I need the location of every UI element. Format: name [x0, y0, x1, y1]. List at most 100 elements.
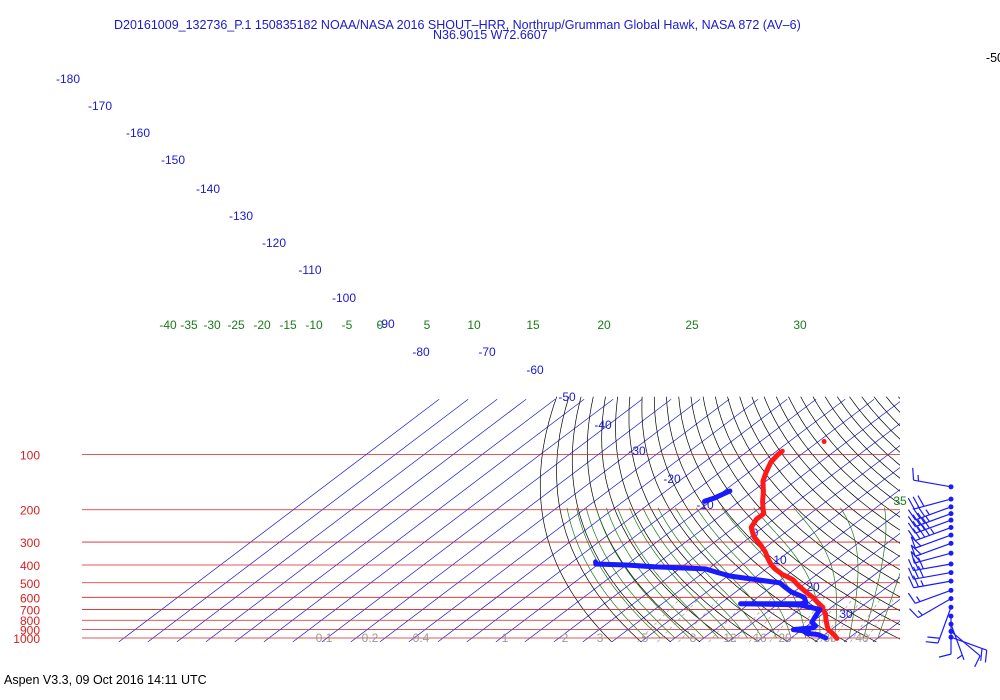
wind-barb	[948, 628, 981, 668]
dry-adiabat-line	[824, 396, 900, 479]
dry-adiabat-line	[861, 396, 900, 440]
wind-barb-half-flag	[925, 509, 930, 516]
wind-barb-full-flag	[909, 608, 919, 619]
isotherm-line	[843, 598, 900, 643]
isotherm-label: -120	[262, 236, 286, 250]
wind-barb-half-flag	[920, 580, 924, 587]
wind-barb-staff	[913, 479, 952, 488]
moist-adiabat-label: 10	[467, 318, 481, 332]
isotherm-label: -30	[628, 444, 646, 458]
mixing-ratio-label: 0.1	[316, 631, 333, 645]
moist-adiabat-label: -5	[342, 318, 353, 332]
dry-adiabat-line	[947, 397, 1000, 642]
wind-barb-full-flag	[917, 495, 925, 507]
isotherm-label: -80	[412, 345, 430, 359]
isotherm-line	[814, 576, 900, 643]
isotherm-line	[495, 398, 817, 643]
isotherm-label: -90	[377, 317, 395, 331]
wind-barb-full-flag	[907, 509, 916, 521]
isotherm-line	[524, 398, 846, 643]
wind-barb-full-flag	[980, 648, 983, 661]
wind-barb-full-flag	[984, 650, 988, 663]
mixing-ratio-label: 1	[502, 631, 509, 645]
dry-adiabat-line	[996, 397, 1000, 642]
wind-barb-full-flag	[907, 576, 915, 588]
grid-labels: 1002003004005006007008009001000-50-40-30…	[13, 51, 1000, 646]
wind-barb	[910, 532, 954, 549]
pressure-label: 700	[20, 604, 40, 618]
dry-adiabat-line	[556, 396, 642, 643]
mixing-ratio-label: 8	[690, 631, 697, 645]
isotherm-line	[408, 398, 730, 643]
moist-adiabat-label: -15	[279, 318, 297, 332]
wind-barb-full-flag	[917, 526, 926, 538]
isotherm-line	[234, 398, 556, 643]
wind-barb-full-flag	[912, 514, 921, 526]
isotherm-label: -50	[558, 390, 576, 404]
wind-barb-full-flag	[917, 519, 926, 531]
wind-barb	[907, 575, 954, 589]
wind-barb-staff	[917, 598, 952, 619]
dewpoint-trace	[593, 559, 829, 641]
wind-barb-full-flag	[921, 524, 930, 536]
dry-adiabat-line	[788, 396, 900, 518]
pressure-label: 600	[20, 591, 40, 605]
mixing-ratio-line	[657, 597, 701, 643]
mixing-ratio-label: 20	[778, 631, 792, 645]
isotherm-line	[321, 398, 643, 643]
wind-barb-staff	[913, 571, 952, 580]
wind-barb-half-flag	[930, 528, 935, 535]
wind-barb-full-flag	[917, 557, 924, 570]
isotherm-label: -40	[594, 418, 612, 432]
wind-barb-half-flag	[916, 596, 921, 602]
wind-barb-full-flag	[907, 522, 916, 534]
dry-adiabat-line	[751, 396, 900, 557]
dry-adiabat-line	[641, 396, 818, 643]
dry-adiabat-line	[571, 396, 671, 643]
wind-barb-full-flag	[912, 507, 921, 519]
isotherm-label: 10	[773, 553, 787, 567]
moist-adiabat-label: -10	[305, 318, 323, 332]
wind-barb	[925, 604, 954, 644]
isotherm-line	[176, 398, 498, 643]
dry-adiabat-line	[984, 397, 1000, 642]
isotherm-line	[466, 398, 788, 643]
pressure-label: 500	[20, 577, 40, 591]
isotherm-label: -170	[88, 99, 112, 113]
dry-adiabat-line	[702, 396, 900, 612]
mixing-ratio-label: 2	[562, 631, 569, 645]
moist-adiabat-label: -30	[203, 318, 221, 332]
wind-barb	[907, 511, 954, 528]
wind-barb	[907, 565, 954, 580]
mixing-ratio-line	[864, 597, 896, 643]
mixing-ratio-label: 16	[753, 631, 767, 645]
isotherm-label: 20	[806, 580, 820, 594]
dry-adiabat-line	[775, 396, 900, 531]
wind-barb-half-flag	[925, 516, 930, 522]
pressure-label: 300	[20, 536, 40, 550]
wind-barb-staff	[914, 498, 952, 510]
wind-barb-full-flag	[912, 520, 921, 532]
moist-adiabat-label: 30	[793, 318, 807, 332]
wind-barb-full-flag	[912, 496, 920, 508]
sounding-traces	[593, 439, 840, 641]
dry-adiabat-line	[601, 396, 730, 643]
wind-barb	[910, 540, 954, 558]
pressure-label: 1000	[13, 632, 40, 646]
isotherm-line	[379, 398, 701, 643]
wind-barb-full-flag	[938, 653, 952, 658]
mixing-ratio-label: 5	[642, 631, 649, 645]
dry-adiabat-line	[690, 396, 900, 626]
pressure-label: 100	[20, 449, 40, 463]
dry-adiabat-line	[935, 397, 1000, 642]
pressure-label: 800	[20, 614, 40, 628]
wind-barb-staff	[950, 630, 981, 657]
wind-barb-staff	[950, 623, 965, 661]
wind-barb-half-flag	[956, 654, 963, 660]
moist-adiabat-label: 0	[377, 318, 384, 332]
wind-barb-full-flag	[917, 505, 926, 517]
isotherm-line	[640, 445, 900, 643]
wind-barb-pennant	[910, 536, 923, 549]
wind-barb-full-flag	[927, 636, 940, 639]
